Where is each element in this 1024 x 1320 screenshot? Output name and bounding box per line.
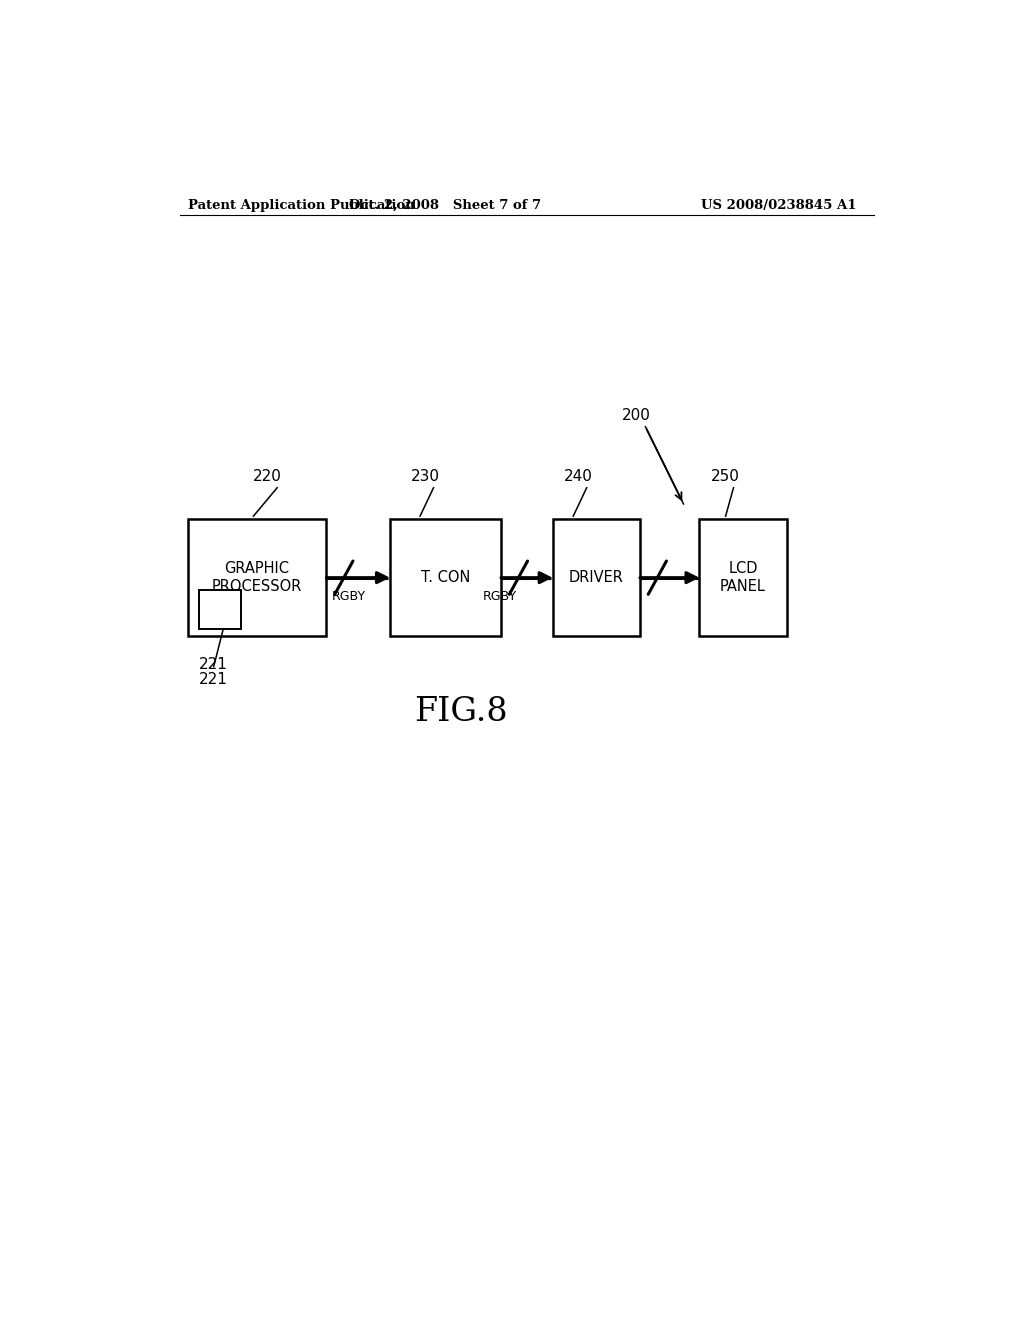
Text: Patent Application Publication: Patent Application Publication xyxy=(187,198,415,211)
Text: RGBY: RGBY xyxy=(332,590,367,603)
Text: Oct. 2, 2008   Sheet 7 of 7: Oct. 2, 2008 Sheet 7 of 7 xyxy=(349,198,542,211)
Text: US 2008/0238845 A1: US 2008/0238845 A1 xyxy=(701,198,856,211)
Text: 220: 220 xyxy=(253,469,282,483)
Bar xyxy=(699,519,786,636)
Text: 221: 221 xyxy=(200,656,228,672)
Text: GRAPHIC
PROCESSOR: GRAPHIC PROCESSOR xyxy=(212,561,302,594)
Text: 240: 240 xyxy=(564,469,593,483)
Bar xyxy=(200,590,241,630)
Text: 221: 221 xyxy=(200,672,228,686)
Text: DRIVER: DRIVER xyxy=(568,570,624,585)
Text: T. CON: T. CON xyxy=(421,570,470,585)
Text: 200: 200 xyxy=(622,408,650,422)
Text: 250: 250 xyxy=(711,469,740,483)
Text: 230: 230 xyxy=(411,469,440,483)
Bar xyxy=(390,519,501,636)
Bar xyxy=(553,519,640,636)
Text: LCD
PANEL: LCD PANEL xyxy=(720,561,766,594)
Bar xyxy=(187,519,327,636)
Text: RGBY: RGBY xyxy=(482,590,517,603)
Text: FIG.8: FIG.8 xyxy=(415,697,508,729)
